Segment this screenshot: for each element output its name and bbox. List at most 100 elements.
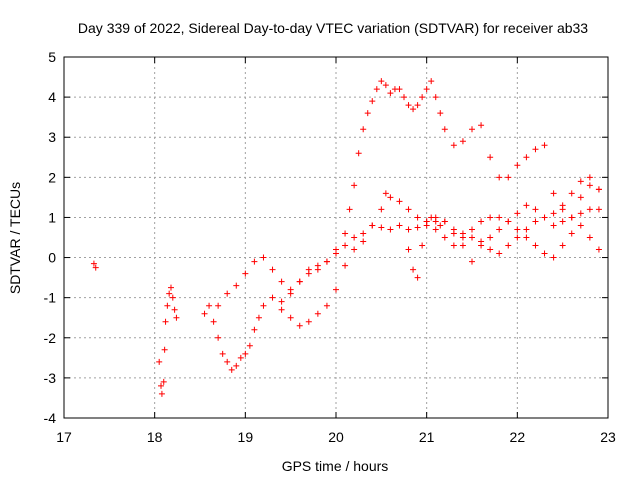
data-point <box>342 230 349 237</box>
data-point <box>459 242 466 249</box>
data-point <box>242 270 249 277</box>
data-point <box>568 214 575 221</box>
data-point <box>559 242 566 249</box>
x-tick-label: 17 <box>56 429 72 445</box>
data-marks <box>90 78 602 397</box>
data-point <box>237 354 244 361</box>
data-point <box>459 138 466 145</box>
data-point <box>405 226 412 233</box>
data-point <box>251 258 258 265</box>
data-point <box>242 350 249 357</box>
data-point <box>414 274 421 281</box>
x-tick-label: 20 <box>328 429 344 445</box>
data-point <box>532 206 539 213</box>
y-tick-label: 5 <box>48 49 56 65</box>
data-point <box>215 302 222 309</box>
data-point <box>269 266 276 273</box>
data-point <box>496 250 503 257</box>
data-point <box>541 214 548 221</box>
data-point <box>314 310 321 317</box>
data-point <box>450 230 457 237</box>
data-point <box>382 190 389 197</box>
data-point <box>333 286 339 293</box>
data-point <box>92 264 99 271</box>
data-point <box>487 214 494 221</box>
y-axis-label: SDTVAR / TECUs <box>7 182 23 294</box>
data-point <box>360 230 367 237</box>
data-point <box>224 290 231 297</box>
data-point <box>559 206 566 213</box>
data-point <box>351 246 358 253</box>
data-point <box>541 142 548 149</box>
data-point <box>164 302 171 309</box>
data-point <box>514 234 521 241</box>
x-tick-label: 19 <box>238 429 254 445</box>
data-point <box>419 242 426 249</box>
data-point <box>364 110 371 117</box>
data-point <box>260 254 267 261</box>
data-point <box>278 278 285 285</box>
data-point <box>423 86 430 93</box>
data-point <box>166 290 173 297</box>
y-tick-label: -3 <box>44 370 57 386</box>
data-point <box>278 306 285 313</box>
data-point <box>158 382 165 389</box>
data-point <box>428 78 435 85</box>
data-point <box>323 302 330 309</box>
data-point <box>210 318 217 325</box>
data-point <box>432 94 439 101</box>
data-point <box>342 262 349 269</box>
data-point <box>414 102 421 109</box>
data-point <box>437 222 444 229</box>
data-point <box>378 224 385 231</box>
data-point <box>360 238 367 245</box>
data-point <box>450 242 457 249</box>
data-point <box>514 210 521 217</box>
data-point <box>233 362 240 369</box>
x-tick-label: 18 <box>147 429 163 445</box>
data-point <box>505 242 512 249</box>
data-point <box>351 234 358 241</box>
data-point <box>161 346 168 353</box>
y-tick-label: 0 <box>48 250 56 266</box>
data-point <box>401 94 407 101</box>
data-point <box>432 226 439 233</box>
data-point <box>532 242 539 249</box>
x-tick-label: 23 <box>600 429 616 445</box>
data-point <box>496 174 503 181</box>
data-point <box>577 210 584 217</box>
data-point <box>450 142 457 149</box>
data-point <box>595 246 602 253</box>
data-point <box>550 190 557 197</box>
data-point <box>169 294 176 301</box>
data-point <box>432 214 439 221</box>
data-point <box>373 86 380 93</box>
data-point <box>523 234 530 241</box>
x-axis-label: GPS time / hours <box>282 458 389 474</box>
data-point <box>156 358 163 365</box>
data-point <box>469 258 475 265</box>
data-point <box>586 206 593 213</box>
data-point <box>441 218 448 225</box>
data-point <box>577 222 584 229</box>
data-point <box>378 78 385 85</box>
y-tick-label: -4 <box>44 410 57 426</box>
data-point <box>396 86 403 93</box>
data-point <box>314 262 321 269</box>
y-tick-label: 1 <box>48 209 56 225</box>
data-point <box>246 342 253 349</box>
data-point <box>586 234 593 241</box>
data-point <box>577 194 584 201</box>
data-point <box>459 234 466 241</box>
data-point <box>382 82 389 89</box>
data-point <box>233 282 240 289</box>
data-point <box>158 390 165 397</box>
data-point <box>342 242 349 249</box>
data-point <box>333 250 339 257</box>
data-point <box>251 326 258 333</box>
data-point <box>523 154 530 161</box>
data-point <box>305 266 312 273</box>
data-point <box>219 350 226 357</box>
